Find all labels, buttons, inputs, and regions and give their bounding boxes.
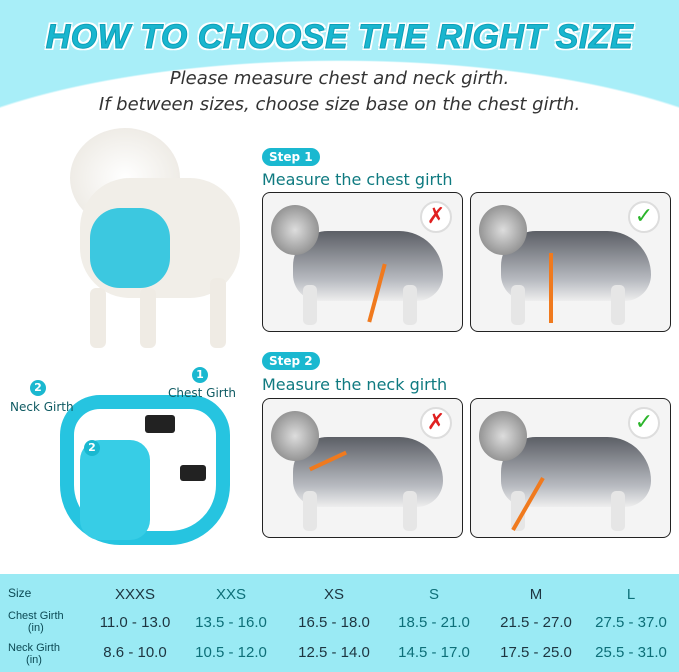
dog-wearing-harness-photo [60, 118, 245, 358]
subtitle-line-1: Please measure chest and neck girth. [169, 68, 510, 89]
chest-girth-cell: 18.5 - 21.0 [398, 614, 470, 631]
step-2-badge: Step 2 [262, 352, 320, 370]
neck-girth-cell: 8.6 - 10.0 [103, 644, 167, 661]
neck-right-photo: ✓ [470, 398, 671, 538]
step-2-text: Measure the neck girth [262, 375, 448, 394]
chest-girth-cell: 21.5 - 27.0 [500, 614, 572, 631]
size-header: M [529, 586, 543, 603]
neck-girth-cell: 14.5 - 17.0 [398, 644, 470, 661]
neck-girth-cell: 25.5 - 31.0 [595, 644, 667, 661]
check-icon: ✓ [628, 407, 660, 439]
chest-girth-cell: 13.5 - 16.0 [195, 614, 267, 631]
neck-girth-cell: 10.5 - 12.0 [195, 644, 267, 661]
subtitle-line-2: If between sizes, choose size base on th… [98, 94, 581, 115]
step-1-text: Measure the chest girth [262, 170, 453, 189]
row-label-size: Size [8, 586, 32, 600]
chest-girth-cell: 16.5 - 18.0 [298, 614, 370, 631]
size-chart-table: Size Chest Girth (in) Neck Girth (in) XXXS… [0, 574, 679, 672]
header-background [0, 0, 679, 140]
chest-right-photo: ✓ [470, 192, 671, 332]
size-header: XXXS [114, 586, 156, 603]
cross-icon: ✗ [420, 201, 452, 233]
chest-girth-cell: 27.5 - 37.0 [595, 614, 667, 631]
page-title: HOW TO CHOOSE THE RIGHT SIZE [45, 18, 634, 57]
harness-inner-number: 2 [84, 440, 100, 456]
neck-wrong-photo: ✗ [262, 398, 463, 538]
size-header: S [428, 586, 439, 603]
neck-girth-number: 2 [30, 380, 46, 396]
cross-icon: ✗ [420, 407, 452, 439]
neck-girth-cell: 12.5 - 14.0 [298, 644, 370, 661]
chest-girth-number: 1 [192, 367, 208, 383]
chest-wrong-photo: ✗ [262, 192, 463, 332]
chest-girth-label: Chest Girth [168, 386, 237, 400]
check-icon: ✓ [628, 201, 660, 233]
neck-girth-cell: 17.5 - 25.0 [500, 644, 572, 661]
size-header: XS [323, 586, 344, 603]
chest-girth-cell: 11.0 - 13.0 [99, 614, 171, 631]
size-header: XXS [215, 586, 246, 603]
row-label-chest: Chest Girth (in) [8, 610, 64, 634]
row-label-neck: Neck Girth (in) [8, 642, 60, 666]
neck-girth-label: Neck Girth [10, 400, 74, 414]
step-1-badge: Step 1 [262, 148, 320, 166]
size-header: L [626, 586, 636, 603]
